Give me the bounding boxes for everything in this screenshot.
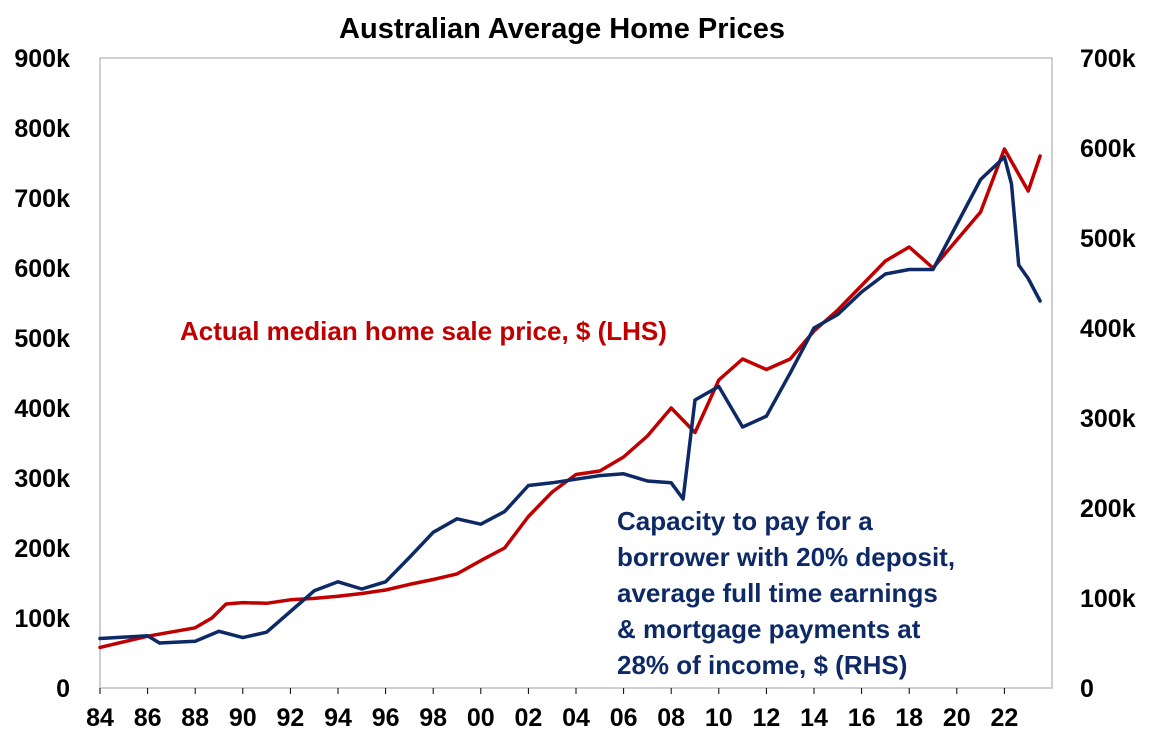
left-axis-tick-label: 0 <box>56 675 70 703</box>
lhs-series-annotation: Actual median home sale price, $ (LHS) <box>180 316 667 346</box>
left-axis-tick-label: 200k <box>14 535 70 563</box>
right-axis-tick-label: 0 <box>1080 675 1094 703</box>
x-axis-tick-label: 90 <box>229 704 257 732</box>
right-axis-tick-label: 700k <box>1080 45 1136 73</box>
right-axis-tick-label: 600k <box>1080 135 1136 163</box>
lhs-series-line <box>98 147 1042 650</box>
x-axis-tick-label: 04 <box>562 704 590 732</box>
right-axis: 0 100k 200k 300k 400k 500k 600k 700k <box>1080 45 1136 703</box>
right-axis-tick-label: 100k <box>1080 585 1136 613</box>
rhs-annotation-line: average full time earnings <box>617 578 938 608</box>
x-axis: 84 86 88 90 92 94 96 98 00 02 04 06 08 10 12 14 16 18 20 22 <box>86 688 1018 732</box>
rhs-annotation-line: Capacity to pay for a <box>617 506 873 536</box>
x-axis-tick-label: 06 <box>610 704 638 732</box>
x-axis-tick-label: 08 <box>657 704 685 732</box>
rhs-annotation-line: 28% of income, $ (RHS) <box>617 650 907 680</box>
x-axis-tick-label: 94 <box>324 704 352 732</box>
x-axis-tick-label: 18 <box>895 704 923 732</box>
left-axis-tick-label: 400k <box>14 395 70 423</box>
right-axis-tick-label: 400k <box>1080 315 1136 343</box>
right-axis-tick-label: 300k <box>1080 405 1136 433</box>
chart-title: Australian Average Home Prices <box>339 13 785 45</box>
x-axis-tick-label: 84 <box>86 704 114 732</box>
x-axis-tick-label: 88 <box>181 704 209 732</box>
x-axis-tick-label: 98 <box>419 704 447 732</box>
right-axis-tick-label: 200k <box>1080 495 1136 523</box>
left-axis-tick-label: 300k <box>14 465 70 493</box>
x-axis-tick-label: 22 <box>990 704 1018 732</box>
left-axis-tick-label: 900k <box>14 45 70 73</box>
right-axis-tick-label: 500k <box>1080 225 1136 253</box>
x-axis-tick-label: 92 <box>276 704 304 732</box>
left-axis-tick-label: 600k <box>14 255 70 283</box>
x-axis-tick-label: 86 <box>134 704 162 732</box>
left-axis-tick-label: 800k <box>14 115 70 143</box>
x-axis-tick-label: 00 <box>467 704 495 732</box>
left-axis-tick-label: 100k <box>14 605 70 633</box>
series-lines <box>98 147 1042 650</box>
rhs-annotation-line: & mortgage payments at <box>617 614 921 644</box>
x-axis-tick-label: 14 <box>800 704 828 732</box>
left-axis-tick-label: 500k <box>14 325 70 353</box>
rhs-annotation-line: borrower with 20% deposit, <box>617 542 955 572</box>
left-axis: 0 100k 200k 300k 400k 500k 600k 700k 800k 900k <box>14 45 70 703</box>
rhs-series-annotation: Capacity to pay for a borrower with 20% d… <box>617 506 955 680</box>
x-axis-tick-label: 12 <box>752 704 780 732</box>
x-axis-tick-label: 20 <box>943 704 971 732</box>
rhs-series-line <box>98 155 1042 645</box>
x-axis-tick-label: 96 <box>372 704 400 732</box>
x-axis-tick-label: 02 <box>514 704 542 732</box>
x-axis-tick-label: 10 <box>705 704 733 732</box>
left-axis-tick-label: 700k <box>14 185 70 213</box>
x-axis-tick-label: 16 <box>848 704 876 732</box>
